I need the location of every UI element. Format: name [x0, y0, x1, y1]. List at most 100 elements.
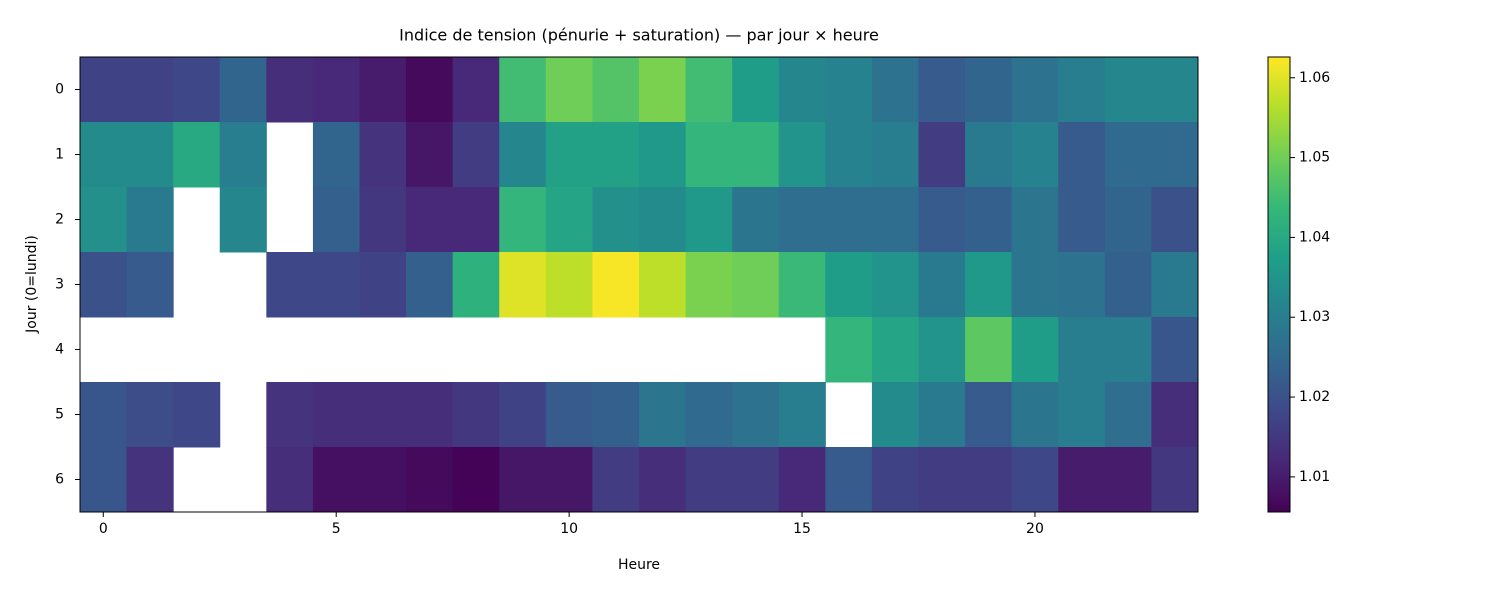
heat-cell: [1058, 447, 1106, 513]
x-tick-label: 5: [332, 521, 341, 537]
heat-cell: [266, 447, 314, 513]
heat-cell: [173, 382, 221, 448]
heat-cell: [359, 447, 407, 513]
y-tick-label: 6: [55, 472, 64, 488]
heat-cell: [871, 187, 919, 253]
heat-cell: [918, 122, 966, 188]
heat-cell: [406, 122, 454, 188]
colorbar-tick-label: 1.06: [1299, 70, 1330, 86]
heat-cell: [1011, 447, 1059, 513]
heat-cell: [406, 252, 454, 318]
heat-cell: [918, 447, 966, 513]
heat-cell: [732, 447, 780, 513]
heat-cell: [871, 57, 919, 123]
heat-cell: [1151, 57, 1199, 123]
heat-cell: [1104, 57, 1152, 123]
heat-cell: [1011, 122, 1059, 188]
heat-cell: [80, 382, 128, 448]
heat-cell: [312, 382, 360, 448]
heat-cell: [778, 187, 826, 253]
heat-cell: [825, 317, 873, 383]
heat-cell: [639, 57, 687, 123]
heat-cell: [825, 252, 873, 318]
colorbar: [1267, 56, 1291, 513]
heat-cell: [639, 382, 687, 448]
heat-cell: [452, 447, 500, 513]
colorbar-tick-label: 1.02: [1299, 389, 1330, 405]
heat-cell: [778, 252, 826, 318]
heat-cell: [452, 187, 500, 253]
heat-cell: [1104, 187, 1152, 253]
colorbar-tick-label: 1.04: [1299, 229, 1330, 245]
heat-cell: [499, 252, 547, 318]
heat-cell: [732, 57, 780, 123]
heat-cell: [918, 252, 966, 318]
heat-cell: [1011, 57, 1059, 123]
heat-cell: [965, 317, 1013, 383]
x-axis-label: Heure: [618, 557, 660, 573]
colorbar-tick-label: 1.03: [1299, 309, 1330, 325]
heat-cell: [685, 382, 733, 448]
heat-cell: [592, 122, 640, 188]
y-axis-label: Jour (0=lundi): [24, 235, 40, 334]
heat-cell: [266, 57, 314, 123]
colorbar-tick-label: 1.05: [1299, 150, 1330, 166]
heat-cell: [80, 57, 128, 123]
heat-cell: [871, 382, 919, 448]
heat-cell: [499, 122, 547, 188]
heat-cell: [685, 57, 733, 123]
heat-cell: [312, 252, 360, 318]
heat-cell: [965, 382, 1013, 448]
heat-cell: [965, 57, 1013, 123]
heat-cell: [592, 187, 640, 253]
heat-cell: [918, 187, 966, 253]
y-tick-label: 3: [55, 277, 64, 293]
heat-cell: [452, 382, 500, 448]
heat-cell: [545, 187, 593, 253]
heat-cell: [1058, 57, 1106, 123]
heat-cell: [359, 122, 407, 188]
heat-cell: [545, 447, 593, 513]
heat-cell: [1151, 317, 1199, 383]
x-tick-label: 15: [793, 521, 811, 537]
heat-cell: [126, 187, 174, 253]
heat-cell: [918, 57, 966, 123]
heat-cell: [80, 187, 128, 253]
heat-cell: [406, 57, 454, 123]
heat-cell: [825, 447, 873, 513]
heat-cell: [871, 122, 919, 188]
heat-cell: [592, 447, 640, 513]
heat-cell: [359, 57, 407, 123]
heat-cell: [126, 382, 174, 448]
heat-cell: [545, 122, 593, 188]
heat-cell: [965, 187, 1013, 253]
heat-cell: [732, 187, 780, 253]
heat-cell: [1011, 382, 1059, 448]
heat-cell: [80, 122, 128, 188]
heat-cell: [685, 447, 733, 513]
heat-cell: [732, 252, 780, 318]
heat-cell: [266, 252, 314, 318]
heat-cell: [545, 382, 593, 448]
heat-cell: [639, 447, 687, 513]
heat-cell: [499, 187, 547, 253]
heat-cell: [406, 187, 454, 253]
heat-cell: [732, 382, 780, 448]
heat-cell: [685, 187, 733, 253]
heat-cell: [499, 447, 547, 513]
heat-cell: [1058, 122, 1106, 188]
heat-cell: [825, 122, 873, 188]
y-tick-label: 4: [55, 342, 64, 358]
heat-cell: [1058, 252, 1106, 318]
heat-cell: [871, 447, 919, 513]
x-tick-label: 0: [99, 521, 108, 537]
heat-cell: [173, 57, 221, 123]
heat-cell: [359, 187, 407, 253]
heat-cell: [732, 122, 780, 188]
heat-cell: [126, 252, 174, 318]
heat-cell: [126, 57, 174, 123]
y-tick-label: 0: [55, 82, 64, 98]
y-tick-label: 2: [55, 212, 64, 228]
